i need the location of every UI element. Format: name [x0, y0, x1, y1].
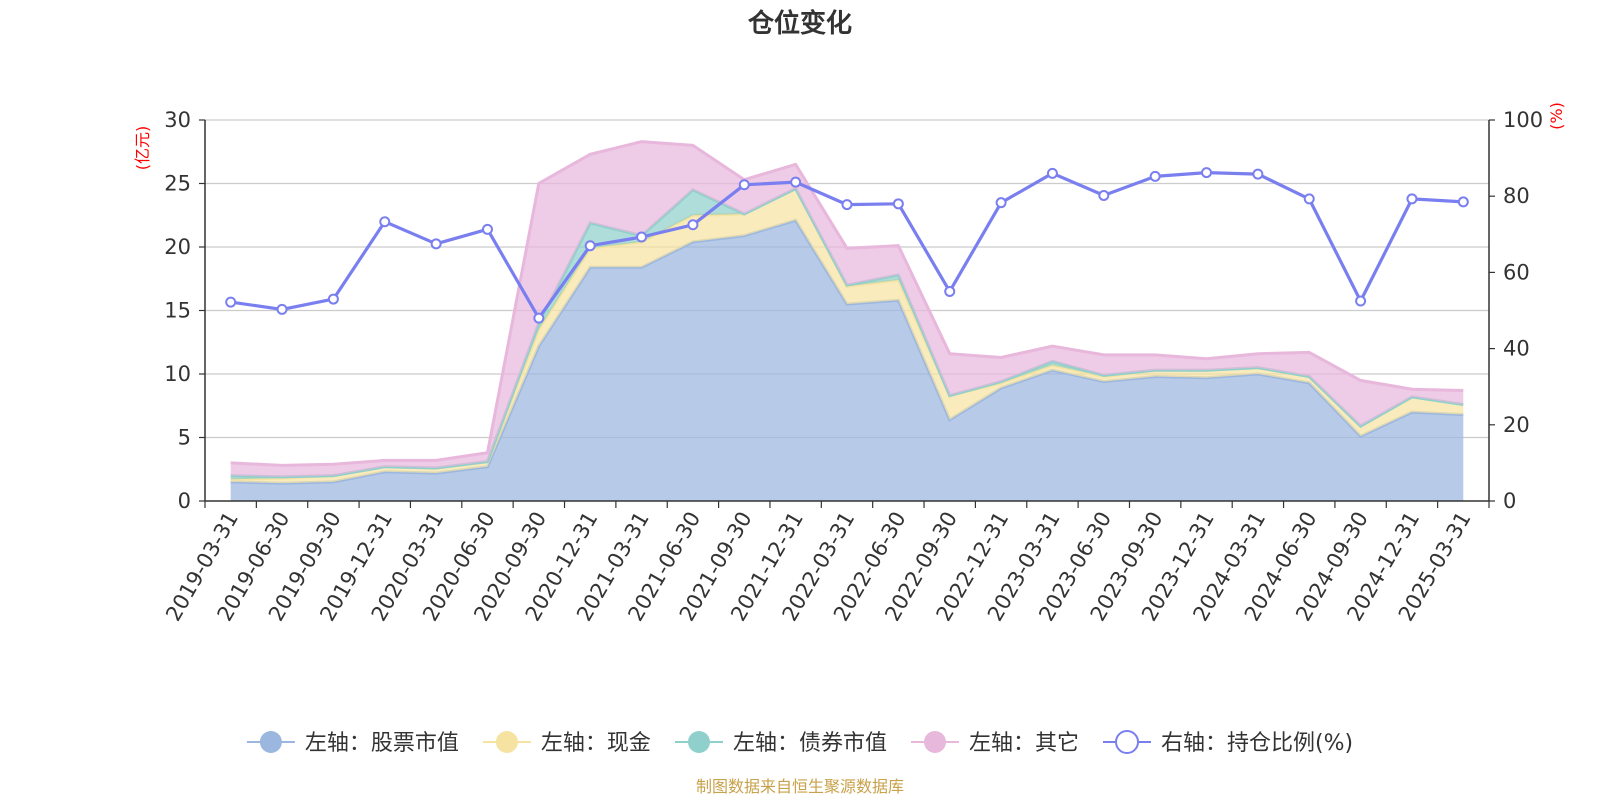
right-tick-label: 40 [1503, 337, 1530, 361]
position-ratio-point [533, 312, 545, 324]
left-tick-label: 30 [164, 108, 191, 132]
position-ratio-point [1457, 196, 1469, 208]
position-ratio-point [995, 197, 1007, 209]
position-ratio-point [1252, 168, 1264, 180]
legend-marker-icon [1115, 730, 1139, 754]
position-ratio-point [584, 240, 596, 252]
right-tick-label: 100 [1503, 108, 1543, 132]
right-tick-label: 60 [1503, 260, 1530, 284]
position-ratio-point [430, 238, 442, 250]
area-edge-左轴：其它 [230, 140, 1464, 467]
left-tick-label: 0 [178, 489, 191, 513]
legend-item: 左轴：股票市值 [246, 731, 459, 756]
position-ratio-point [327, 293, 339, 305]
right-axis-unit: (%) [1547, 102, 1566, 130]
position-ratio-point [1098, 189, 1110, 201]
position-ratio-point [892, 198, 904, 210]
position-ratio-point [481, 223, 493, 235]
chart-title: 仓位变化 [747, 8, 852, 39]
legend-label: 右轴：持仓比例(%) [1161, 731, 1353, 756]
legend-label: 左轴：股票市值 [305, 731, 459, 756]
legend: 左轴：股票市值 左轴：现金 左轴：债券市值 左轴：其它 右轴：持仓比例(%) [246, 730, 1353, 756]
position-ratio-point [738, 179, 750, 191]
left-tick-label: 20 [164, 235, 191, 259]
legend-marker-icon [259, 731, 282, 753]
position-ratio-point [379, 216, 391, 228]
position-ratio-point [276, 303, 288, 315]
legend-marker-icon [495, 731, 518, 753]
position-ratio-point [1046, 167, 1058, 179]
position-ratio-point [944, 285, 956, 297]
position-ratio-point [841, 199, 853, 211]
right-tick-label: 0 [1503, 489, 1516, 513]
left-tick-label: 25 [164, 172, 191, 196]
right-tick-label: 80 [1503, 184, 1530, 208]
right-tick-label: 20 [1503, 413, 1530, 437]
position-ratio-point [1201, 167, 1213, 179]
legend-label: 左轴：现金 [541, 731, 651, 756]
left-tick-label: 5 [178, 426, 191, 450]
position-ratio-point [1149, 170, 1161, 182]
legend-marker-icon [924, 731, 946, 753]
legend-item: 左轴：现金 [482, 731, 651, 756]
legend-item: 右轴：持仓比例(%) [1103, 730, 1353, 756]
left-axis-unit: (亿元) [133, 126, 152, 171]
left-tick-label: 10 [164, 362, 191, 386]
legend-marker-icon [688, 731, 710, 753]
legend-label: 左轴：债券市值 [733, 731, 887, 756]
left-tick-label: 15 [164, 299, 191, 323]
position-ratio-point [1406, 193, 1418, 205]
position-ratio-point [687, 219, 699, 231]
area-左轴：其它 [230, 141, 1464, 477]
source-note: 制图数据来自恒生聚源数据库 [696, 777, 904, 796]
line-series [225, 167, 1469, 324]
position-ratio-point [1303, 193, 1315, 205]
area-左轴：股票市值 [230, 220, 1464, 502]
position-ratio-point [790, 176, 802, 188]
position-ratio-point [1355, 295, 1367, 307]
position-ratio-point [636, 231, 648, 243]
area-series [230, 140, 1464, 502]
position-ratio-point [225, 296, 237, 308]
legend-label: 左轴：其它 [969, 731, 1079, 756]
legend-item: 左轴：债券市值 [675, 731, 887, 756]
legend-item: 左轴：其它 [911, 731, 1079, 756]
